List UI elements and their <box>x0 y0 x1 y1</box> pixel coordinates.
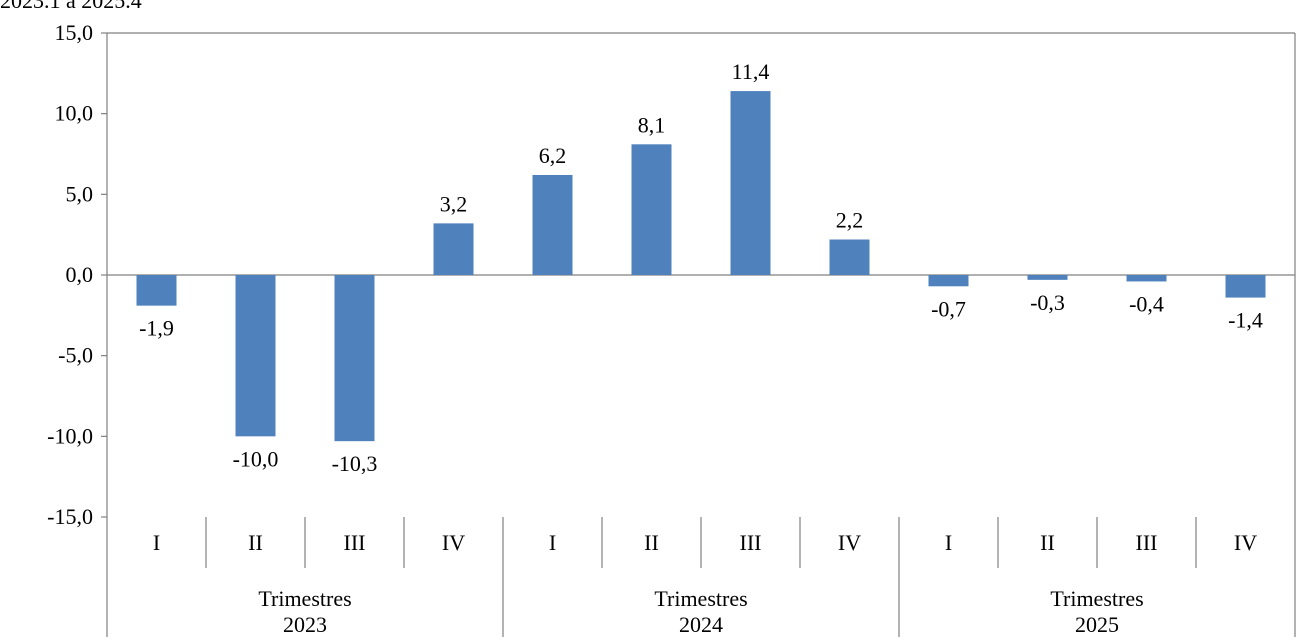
bar <box>1225 275 1266 298</box>
bar <box>433 223 474 275</box>
data-label: -0,4 <box>1129 291 1164 316</box>
bar <box>532 174 573 275</box>
group-label-line2: 2023 <box>283 612 327 637</box>
y-tick-label: 0,0 <box>66 262 94 287</box>
data-label: -10,3 <box>332 451 378 476</box>
category-label: II <box>1040 530 1055 555</box>
bar <box>928 275 969 287</box>
bar <box>829 239 870 275</box>
category-label: III <box>344 530 366 555</box>
group-label-line1: Trimestres <box>654 586 747 611</box>
data-label: 2,2 <box>836 208 864 233</box>
bar <box>334 275 375 442</box>
bar <box>730 91 771 275</box>
y-tick-label: 15,0 <box>55 20 94 45</box>
data-label: -0,7 <box>931 296 966 321</box>
data-label: 3,2 <box>440 191 468 216</box>
data-label: -1,9 <box>139 316 174 341</box>
category-label: III <box>740 530 762 555</box>
bar <box>1027 275 1068 280</box>
y-tick-label: -5,0 <box>58 343 93 368</box>
category-label: I <box>549 530 556 555</box>
data-label: -10,0 <box>233 446 279 471</box>
y-tick-label: -10,0 <box>47 423 93 448</box>
category-label: IV <box>838 530 861 555</box>
bar <box>631 144 672 275</box>
group-label-line1: Trimestres <box>258 586 351 611</box>
category-label: IV <box>442 530 465 555</box>
group-label-line2: 2024 <box>679 612 723 637</box>
category-label: I <box>153 530 160 555</box>
group-label-line2: 2025 <box>1075 612 1119 637</box>
bar <box>235 275 276 437</box>
data-label: -1,4 <box>1228 308 1263 333</box>
category-label: I <box>945 530 952 555</box>
group-label-line1: Trimestres <box>1050 586 1143 611</box>
bar <box>136 275 177 306</box>
y-tick-label: 5,0 <box>66 181 94 206</box>
data-label: -0,3 <box>1030 290 1065 315</box>
category-label: II <box>644 530 659 555</box>
data-label: 8,1 <box>638 112 666 137</box>
category-label: IV <box>1234 530 1257 555</box>
category-label: III <box>1136 530 1158 555</box>
y-tick-label: 10,0 <box>55 101 94 126</box>
bar <box>1126 275 1167 282</box>
category-label: II <box>248 530 263 555</box>
data-label: 11,4 <box>732 59 770 84</box>
y-tick-label: -15,0 <box>47 504 93 529</box>
data-label: 6,2 <box>539 143 567 168</box>
chart-subtitle: 2023.1 a 2025.4 <box>0 0 142 13</box>
